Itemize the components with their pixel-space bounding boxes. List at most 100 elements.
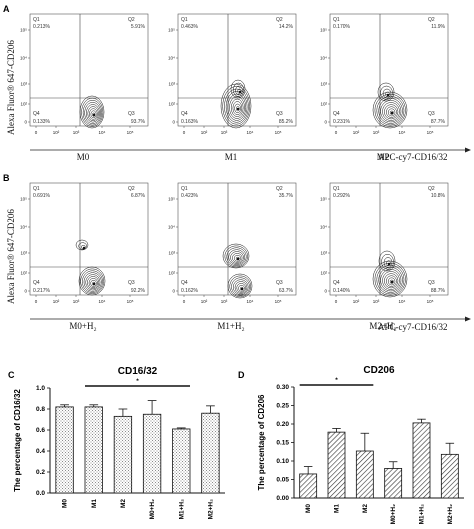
- x-tick-label: 0: [35, 130, 38, 135]
- panel-letter-c: C: [8, 370, 15, 380]
- y-tick-label: 0: [172, 289, 175, 294]
- x-tick-label: 10³: [221, 299, 228, 304]
- y-tick-label: 10²: [320, 271, 327, 276]
- bar: [440, 453, 459, 499]
- contour-line: [78, 242, 87, 250]
- y-tick-label: 10²: [168, 271, 175, 276]
- contour-line: [380, 269, 402, 292]
- contour-line: [385, 91, 390, 97]
- row-a-axis-arrow: [30, 147, 471, 153]
- flow-plot-name: M0: [77, 152, 90, 162]
- panel-letter-b: B: [3, 173, 10, 183]
- bar-category-label: M1: [91, 499, 98, 508]
- quadrant-label-q1: Q1: [33, 17, 40, 23]
- contour-line: [386, 260, 391, 266]
- quadrant-label-q1: Q1: [333, 186, 340, 192]
- bar: [384, 467, 403, 499]
- contour-line: [382, 102, 400, 121]
- contour-line: [387, 108, 396, 117]
- quadrant-label-q4: Q4: [333, 111, 340, 117]
- contour-line: [233, 279, 249, 295]
- bar: [84, 406, 103, 494]
- y-tick-label: 10⁴: [320, 56, 327, 61]
- quadrant-value-q4: 0.163%: [181, 119, 199, 125]
- x-tick-label: 10²: [53, 130, 60, 135]
- contour-line: [238, 285, 245, 292]
- x-tick-label: 10²: [201, 130, 208, 135]
- bar-y-tick-label: 0.10: [276, 458, 289, 465]
- contour-line: [230, 98, 244, 117]
- contour-line: [226, 247, 247, 266]
- contour-line: [374, 262, 406, 296]
- bar-category-label: M2: [120, 499, 127, 508]
- quadrant-value-q2: 6.87%: [131, 193, 146, 199]
- quadrant-value-q2: 35.7%: [279, 193, 294, 199]
- bar-category-label: M2+H₂: [447, 504, 454, 525]
- quadrant-value-q4: 0.162%: [181, 288, 199, 294]
- x-tick-label: 10⁴: [399, 299, 406, 304]
- quadrant-label-q2: Q2: [128, 186, 135, 192]
- quadrant-value-q1: 0.213%: [33, 24, 51, 30]
- contour-line: [378, 267, 403, 293]
- contour-line: [234, 255, 241, 262]
- contour-line: [230, 79, 246, 99]
- contour-line: [234, 103, 241, 114]
- quadrant-value-q1: 0.292%: [333, 193, 351, 199]
- flow-plot-m0-h2: Q10.691% Q26.87% Q4 0.217% Q3 92.2% 0 10² 10³ 10⁴…: [20, 182, 149, 331]
- panel-letter-a: A: [3, 4, 10, 14]
- flow-plot-name: M0+H₂: [69, 321, 96, 331]
- x-tick-label: 10²: [53, 299, 60, 304]
- bar-chart-title: CD206: [363, 365, 395, 376]
- significance-star: *: [335, 377, 338, 384]
- x-tick-label: 0: [335, 299, 338, 304]
- significance-star: *: [136, 378, 139, 385]
- x-tick-label: 0: [35, 299, 38, 304]
- contour-line: [235, 85, 243, 96]
- contour-line: [92, 281, 96, 286]
- quadrant-value-q1: 0.691%: [33, 193, 51, 199]
- contour-line: [386, 275, 397, 287]
- bar-y-tick-label: 0.6: [36, 427, 45, 434]
- contour-line: [222, 86, 250, 127]
- contour-line: [78, 266, 106, 296]
- x-tick-label: 10²: [353, 299, 360, 304]
- contour-line: [384, 104, 399, 120]
- quadrant-label-q4: Q4: [181, 111, 188, 117]
- bar-chart-y-axis-label: The percentage of CD206: [257, 394, 266, 491]
- quadrant-label-q2: Q2: [276, 186, 283, 192]
- quadrant-label-q4: Q4: [33, 280, 40, 286]
- contour-line: [225, 91, 248, 123]
- quadrant-label-q2: Q2: [428, 186, 435, 192]
- contour-line: [81, 97, 104, 127]
- quadrant-value-q1: 0.423%: [181, 193, 199, 199]
- x-tick-label: 10⁵: [275, 299, 282, 304]
- x-axis-label-row-a: APC-cy7-CD16/32: [378, 152, 448, 162]
- y-tick-label: 0: [324, 289, 327, 294]
- quadrant-value-q3: 63.7%: [279, 288, 294, 294]
- x-tick-label: 10³: [73, 299, 80, 304]
- bar-y-tick-label: 0.4: [36, 448, 45, 455]
- bar-y-tick-label: 0.00: [276, 495, 289, 502]
- flow-plot-name: M2+H₂: [369, 321, 396, 331]
- contour-line: [380, 100, 402, 123]
- contour-line: [79, 95, 105, 129]
- flow-plot-frame: [29, 182, 149, 296]
- bar: [201, 412, 220, 494]
- contour-line: [224, 88, 249, 125]
- y-tick-label: 0: [324, 120, 327, 125]
- contour-line: [233, 82, 244, 97]
- flow-plot-name: M2: [377, 152, 390, 162]
- contour-line: [376, 264, 405, 295]
- y-tick-label: 10³: [20, 251, 27, 256]
- x-tick-label: 10⁴: [399, 130, 406, 135]
- contour-line: [75, 239, 89, 251]
- y-tick-label: 10³: [20, 82, 27, 87]
- row-b-axis-arrow: [30, 316, 471, 322]
- contour-line: [87, 276, 100, 290]
- density-peak: [240, 287, 244, 291]
- density-peak: [236, 107, 240, 111]
- contour-line: [389, 110, 394, 115]
- bar: [412, 422, 431, 499]
- quadrant-value-q1: 0.170%: [333, 24, 351, 30]
